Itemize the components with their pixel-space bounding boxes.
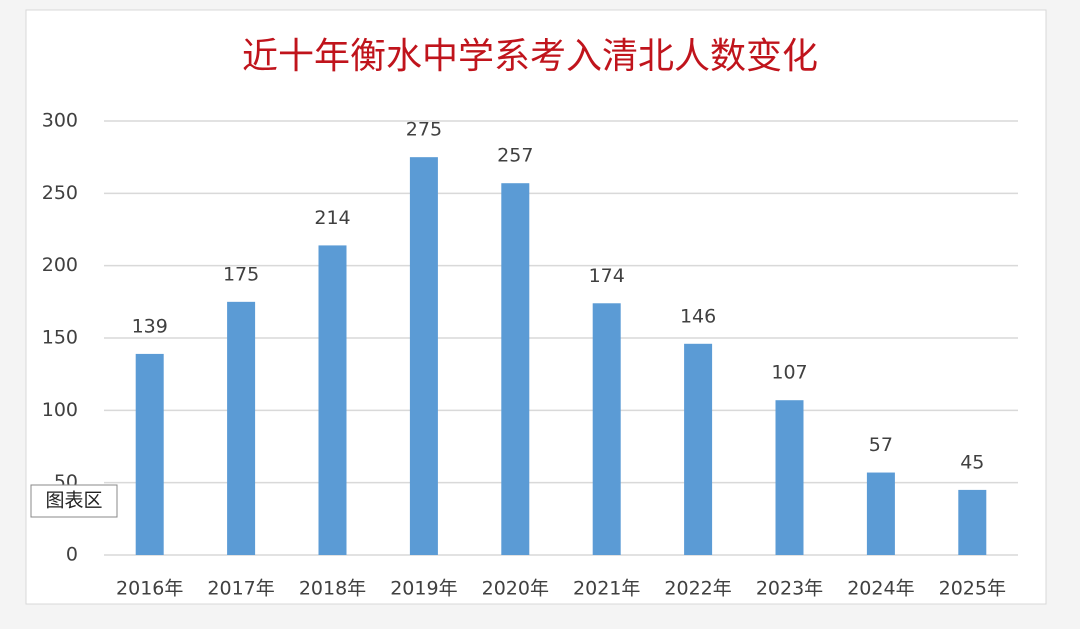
x-tick-label: 2021年 — [573, 578, 640, 600]
tooltip-box — [30, 484, 118, 518]
x-tick-label: 2017年 — [207, 578, 274, 600]
x-tick-label: 2016年 — [116, 578, 183, 600]
bar — [958, 489, 987, 555]
data-label: 257 — [497, 145, 533, 167]
x-tick-label: 2019年 — [390, 578, 457, 600]
data-label: 275 — [406, 119, 442, 141]
data-label: 146 — [680, 305, 716, 327]
x-tick-label: 2024年 — [847, 578, 914, 600]
x-tick-label: 2018年 — [299, 578, 366, 600]
data-label: 174 — [589, 265, 625, 287]
x-tick-label: 2022年 — [664, 578, 731, 600]
bar — [409, 157, 438, 555]
bar — [501, 183, 530, 555]
bar — [318, 245, 347, 555]
data-label: 107 — [771, 362, 807, 384]
data-label: 214 — [314, 207, 350, 229]
y-tick-label: 300 — [42, 110, 78, 132]
data-label: 175 — [223, 263, 259, 285]
data-label: 139 — [132, 315, 168, 337]
x-tick-label: 2020年 — [482, 578, 549, 600]
bar — [592, 303, 621, 555]
x-tick-label: 2023年 — [756, 578, 823, 600]
bar — [775, 400, 804, 555]
bar — [866, 472, 895, 555]
bar — [135, 353, 164, 555]
bar — [227, 301, 256, 555]
bar — [684, 343, 713, 555]
y-tick-label: 250 — [42, 182, 78, 204]
y-tick-label: 150 — [42, 327, 78, 349]
chart-title: 近十年衡水中学系考入清北人数变化 — [242, 36, 818, 77]
tooltip-text: 图表区 — [45, 490, 102, 512]
tooltip: 图表区 — [30, 484, 118, 518]
data-label: 57 — [869, 434, 893, 456]
data-label: 45 — [960, 451, 984, 473]
x-tick-label: 2025年 — [939, 578, 1006, 600]
y-tick-label: 100 — [42, 399, 78, 421]
y-tick-label: 200 — [42, 254, 78, 276]
y-tick-label: 0 — [66, 544, 78, 566]
